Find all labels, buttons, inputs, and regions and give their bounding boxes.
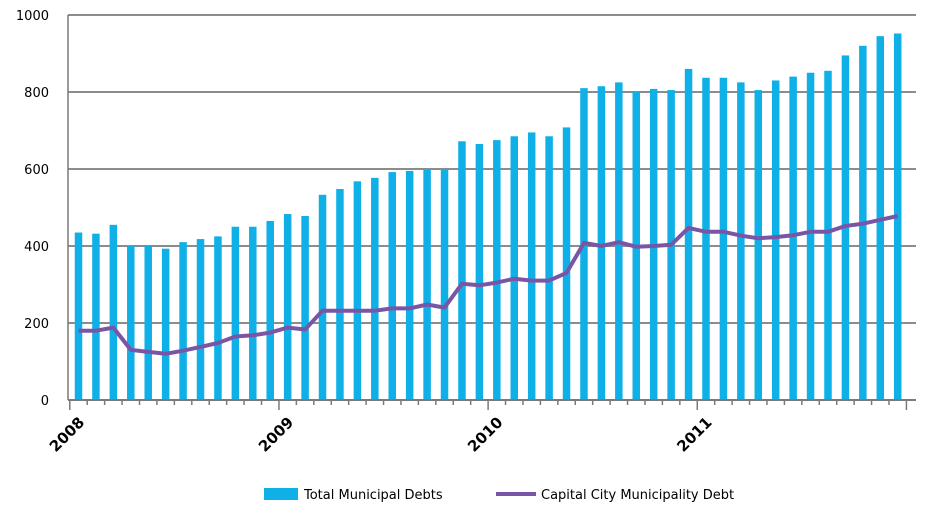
bar <box>161 248 170 400</box>
bar <box>371 177 379 400</box>
bar <box>144 246 152 400</box>
bar <box>353 181 362 400</box>
bar <box>440 169 449 400</box>
y-tick-label: 800 <box>24 86 49 101</box>
bar <box>545 136 553 400</box>
legend: Total Municipal Debts Capital City Munic… <box>264 488 734 503</box>
bar <box>74 232 83 400</box>
x-axis-year-labels: 2008 2009 2010 2011 <box>46 413 716 455</box>
bar <box>702 77 710 400</box>
line-series-capital-city-debt <box>78 214 899 356</box>
bar <box>318 194 327 400</box>
bar <box>458 141 466 400</box>
bar <box>283 214 292 400</box>
bar <box>301 215 309 400</box>
bar <box>597 86 606 400</box>
bar <box>266 220 274 400</box>
legend-swatch-total-municipal-debts <box>264 488 298 500</box>
legend-label-capital-city-debt: Capital City Municipality Debt <box>541 488 734 503</box>
y-tick-label: 1000 <box>16 9 49 24</box>
bar <box>231 226 240 400</box>
bar <box>423 169 431 400</box>
bar <box>179 242 187 400</box>
bar <box>562 127 571 401</box>
gridlines <box>68 14 916 324</box>
bar <box>127 246 135 400</box>
bar <box>527 132 536 401</box>
bar <box>789 76 797 400</box>
bar <box>336 189 344 400</box>
bar <box>771 80 780 400</box>
x-tick-label: 2011 <box>673 413 715 455</box>
bar <box>214 236 222 400</box>
y-tick-label: 600 <box>24 163 49 178</box>
bar <box>475 143 484 400</box>
bar <box>109 224 118 400</box>
y-tick-label: 200 <box>24 317 49 332</box>
bar <box>249 226 257 400</box>
y-tick-label: 400 <box>24 240 49 255</box>
bar <box>684 68 693 401</box>
x-tick-label: 2010 <box>464 413 506 455</box>
bar <box>719 77 728 400</box>
y-tick-label: 0 <box>41 394 49 409</box>
bar <box>388 172 396 400</box>
bar <box>754 90 763 400</box>
bar <box>196 239 205 400</box>
x-tick-label: 2009 <box>255 413 297 455</box>
legend-label-total-municipal-debts: Total Municipal Debts <box>303 488 443 503</box>
bar <box>806 72 815 400</box>
y-axis-ticks: 0 200 400 600 800 1000 <box>16 9 49 409</box>
bar <box>510 136 518 400</box>
bar <box>405 170 414 400</box>
x-axis <box>67 15 916 410</box>
bar-series-total-municipal-debts <box>74 33 902 401</box>
bar <box>493 140 501 400</box>
bar <box>824 70 832 400</box>
bar <box>737 82 745 400</box>
x-tick-label: 2008 <box>46 413 88 455</box>
bar <box>92 233 100 400</box>
